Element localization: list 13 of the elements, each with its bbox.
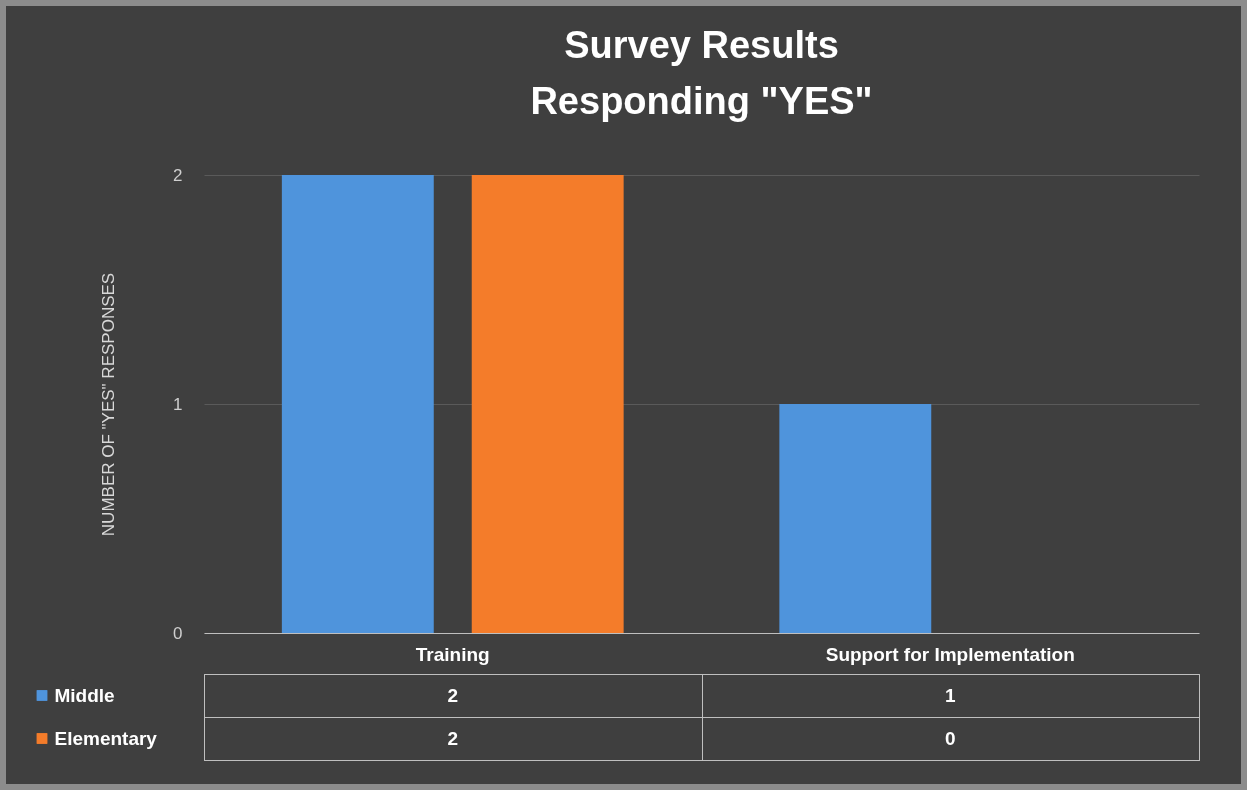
x-tick-label: Training xyxy=(415,643,490,665)
y-axis-title: NUMBER OF "YES" RESPONSES xyxy=(99,272,119,537)
data-label: 2 xyxy=(447,727,459,749)
legend-label: Elementary xyxy=(54,728,158,749)
data-label: 1 xyxy=(944,684,956,706)
data-label: 0 xyxy=(944,727,956,749)
y-tick-label: 0 xyxy=(173,623,183,643)
data-label: 2 xyxy=(447,684,459,706)
x-tick-label: Support for Implementation xyxy=(825,643,1075,665)
y-tick-label: 2 xyxy=(173,165,183,185)
y-tick-label: 1 xyxy=(173,394,183,414)
legend-label: Middle xyxy=(54,685,115,706)
chart-title: Survey Results Responding "YES" xyxy=(530,24,873,122)
